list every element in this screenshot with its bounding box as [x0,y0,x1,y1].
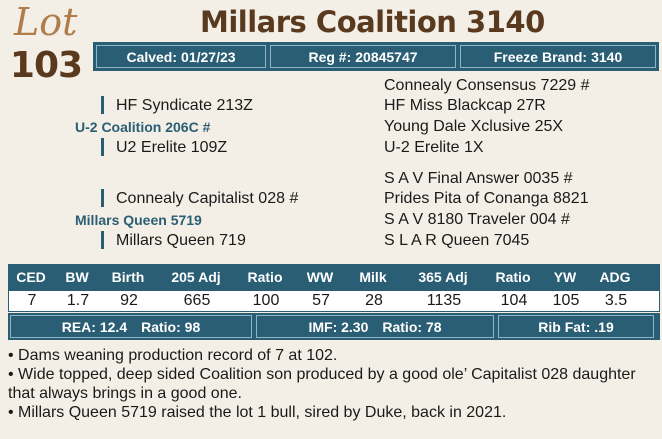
col-header-yw: YW [553,269,577,285]
pedigree-connector [101,231,104,249]
imf-label: IMF: [308,318,338,335]
value-adg: 3.5 [604,292,628,309]
lot-label: Lot [14,0,78,44]
rea-cell: REA: 12.4 Ratio: 98 [10,315,252,338]
value-ww: 57 [312,292,330,309]
col-header-birth: Birth [111,269,145,285]
pedigree-sire: U-2 Coalition 206C # [75,119,211,135]
imf-value: 2.30 [341,318,369,335]
pedigree-sd-sire: Young Dale Xclusive 25X [384,118,564,135]
pedigree-dam-dam: Millars Queen 719 [116,232,246,249]
calved-cell: Calved: 01/27/23 [96,45,266,68]
info-bar: Calved: 01/27/23 Reg #: 20845747 Freeze … [93,42,659,71]
value-205-adj: 665 [183,292,211,309]
pedigree-connector [101,96,104,114]
col-header-ratio: Ratio [247,269,283,285]
performance-values-row: 7 1.7 92 665 100 57 28 1135 104 105 3.5 [8,290,660,312]
pedigree-ds-sire: S A V Final Answer 0035 # [384,170,573,187]
reg-cell: Reg #: 20845747 [270,45,456,68]
rib-fat-group: Rib Fat: .19 [538,319,613,335]
pedigree-dam-sire: Connealy Capitalist 028 # [116,190,299,207]
rib-fat-label: Rib Fat: [538,318,591,335]
rea-label: REA: [61,318,96,335]
value-ced: 7 [27,292,37,309]
calved-label: Calved: [126,48,178,65]
pedigree-dam: Millars Queen 5719 [75,212,202,228]
pedigree-ds-dam: Prides Pita of Conanga 8821 [384,190,589,207]
col-header-bw: BW [65,269,89,285]
performance-header-row: CED BW Birth 205 Adj Ratio WW Milk 365 A… [8,264,660,290]
rib-fat-cell: Rib Fat: .19 [498,315,654,338]
col-header-ced: CED [16,269,46,285]
rea-ratio-label: Ratio: [141,318,181,335]
col-header-205-adj: 205 Adj [171,269,221,285]
imf-ratio-group: Ratio: 78 [382,319,441,335]
ultrasound-bar: REA: 12.4 Ratio: 98 IMF: 2.30 Ratio: 78 … [8,313,660,340]
freeze-brand-cell: Freeze Brand: 3140 [460,45,656,68]
pedigree-sire-dam: U2 Erelite 109Z [116,139,228,156]
value-milk: 28 [365,292,383,309]
value-ratio: 100 [252,292,280,309]
note-item: • Dams weaning production record of 7 at… [8,347,338,364]
value-birth: 92 [120,292,138,309]
value-365-adj: 1135 [426,292,462,309]
imf-ratio-label: Ratio: [382,318,423,335]
value-bw: 1.7 [66,292,90,309]
note-item: • Wide topped, deep sided Coalition son … [8,366,636,402]
col-header-ratio-365: Ratio [495,269,531,285]
imf-group: IMF: 2.30 [308,319,368,335]
pedigree-dd-sire: S A V 8180 Traveler 004 # [384,211,570,228]
rib-fat-value: .19 [594,318,614,335]
rea-value: 12.4 [99,318,128,335]
col-header-ww: WW [306,269,334,285]
imf-ratio-value: 78 [425,318,442,335]
lot-number: 103 [9,45,83,86]
pedigree-ss-sire: Connealy Consensus 7229 # [384,77,590,94]
value-ratio-365: 104 [500,292,528,309]
freeze-brand-value: 3140 [591,48,623,65]
calved-value: 01/27/23 [181,48,236,65]
pedigree-connector [101,138,104,156]
pedigree-ss-dam: HF Miss Blackcap 27R [384,97,546,114]
col-header-milk: Milk [359,269,387,285]
col-header-adg: ADG [599,269,631,285]
note-item: • Millars Queen 5719 raised the lot 1 bu… [8,404,507,421]
value-yw: 105 [552,292,580,309]
reg-value: 20845747 [355,48,418,65]
pedigree-sire-sire: HF Syndicate 213Z [116,97,253,114]
notes-section: • Dams weaning production record of 7 at… [8,346,658,422]
pedigree-dd-dam: S L A R Queen 7045 [384,232,530,249]
rea-ratio-group: Ratio: 98 [141,319,200,335]
rea-group: REA: 12.4 [62,319,127,335]
pedigree-connector [101,189,104,207]
reg-label: Reg #: [308,48,352,65]
col-header-365-adj: 365 Adj [418,269,468,285]
freeze-brand-label: Freeze Brand: [493,48,588,65]
imf-cell: IMF: 2.30 Ratio: 78 [256,315,494,338]
pedigree-sd-dam: U-2 Erelite 1X [384,139,484,156]
animal-name-title: Millars Coalition 3140 [200,5,545,39]
rea-ratio-value: 98 [184,318,201,335]
